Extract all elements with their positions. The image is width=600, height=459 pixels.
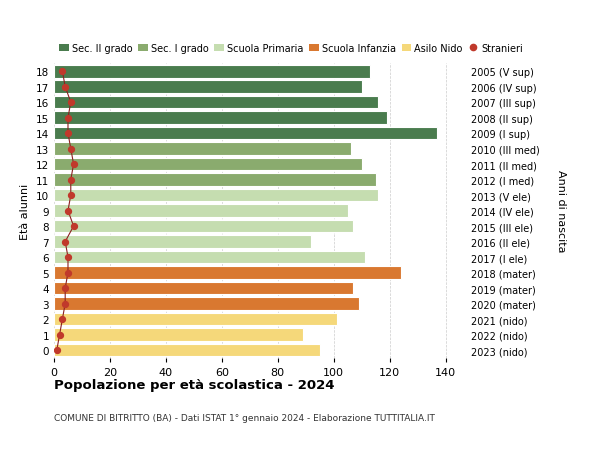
Bar bbox=[54, 251, 365, 264]
Bar bbox=[54, 297, 359, 310]
Bar bbox=[54, 66, 370, 78]
Y-axis label: Anni di nascita: Anni di nascita bbox=[556, 170, 566, 252]
Bar bbox=[54, 236, 311, 248]
Bar bbox=[54, 81, 362, 94]
Text: Popolazione per età scolastica - 2024: Popolazione per età scolastica - 2024 bbox=[54, 379, 335, 392]
Point bbox=[58, 316, 67, 323]
Point bbox=[61, 238, 70, 246]
Point bbox=[55, 331, 64, 338]
Point bbox=[63, 130, 73, 138]
Bar bbox=[54, 205, 348, 218]
Bar bbox=[54, 96, 379, 109]
Bar bbox=[54, 329, 303, 341]
Point bbox=[66, 177, 76, 184]
Bar bbox=[54, 128, 437, 140]
Bar bbox=[54, 143, 350, 156]
Point bbox=[66, 99, 76, 106]
Bar bbox=[54, 344, 320, 357]
Point bbox=[66, 146, 76, 153]
Point bbox=[63, 269, 73, 277]
Bar bbox=[54, 190, 379, 202]
Point bbox=[61, 84, 70, 91]
Text: COMUNE DI BITRITTO (BA) - Dati ISTAT 1° gennaio 2024 - Elaborazione TUTTITALIA.I: COMUNE DI BITRITTO (BA) - Dati ISTAT 1° … bbox=[54, 413, 435, 422]
Point bbox=[69, 161, 79, 168]
Bar bbox=[54, 174, 376, 186]
Legend: Sec. II grado, Sec. I grado, Scuola Primaria, Scuola Infanzia, Asilo Nido, Stran: Sec. II grado, Sec. I grado, Scuola Prim… bbox=[59, 44, 523, 54]
Point bbox=[61, 285, 70, 292]
Point bbox=[61, 300, 70, 308]
Point bbox=[58, 68, 67, 76]
Bar bbox=[54, 267, 401, 280]
Bar bbox=[54, 112, 387, 125]
Bar bbox=[54, 158, 362, 171]
Point bbox=[69, 223, 79, 230]
Y-axis label: Età alunni: Età alunni bbox=[20, 183, 31, 239]
Point bbox=[66, 192, 76, 199]
Bar bbox=[54, 313, 337, 326]
Bar bbox=[54, 220, 353, 233]
Point bbox=[52, 347, 62, 354]
Point bbox=[63, 115, 73, 122]
Point bbox=[63, 254, 73, 261]
Point bbox=[63, 207, 73, 215]
Bar bbox=[54, 282, 353, 295]
